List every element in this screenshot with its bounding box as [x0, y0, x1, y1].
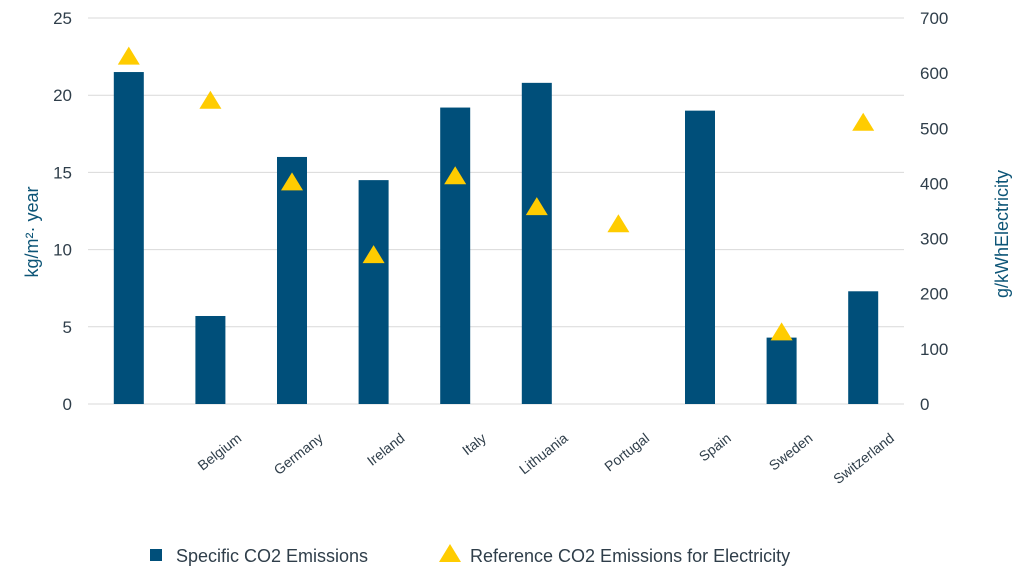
bar [521, 82, 552, 405]
category-label: Sweden [766, 430, 816, 474]
right-axis-title: g/kWhElectricity [992, 170, 1012, 298]
left-tick-label: 5 [63, 318, 72, 337]
category-label: Belgium [195, 430, 245, 474]
legend-bar-swatch [150, 549, 162, 561]
triangle-marker [199, 90, 222, 109]
category-label: Germany [271, 430, 326, 478]
legend-triangle-swatch [439, 544, 461, 562]
bar [440, 107, 471, 404]
legend-triangle-label: Reference CO2 Emissions for Electricity [470, 546, 790, 566]
left-axis-title: kg/m²· year [22, 186, 42, 277]
right-tick-label: 700 [920, 9, 948, 28]
right-tick-label: 100 [920, 340, 948, 359]
marker-series [117, 46, 875, 341]
legend-bar-label: Specific CO2 Emissions [176, 546, 368, 566]
left-axis-ticks: 0 5 10 15 20 25 [53, 9, 72, 414]
bar [358, 180, 389, 404]
category-label: Spain [696, 430, 734, 465]
bar [195, 315, 226, 404]
category-label: Ireland [364, 430, 408, 469]
triangle-marker [444, 166, 467, 185]
left-tick-label: 20 [53, 86, 72, 105]
right-tick-label: 300 [920, 230, 948, 249]
bar [685, 110, 715, 404]
triangle-marker [852, 112, 875, 131]
left-tick-label: 0 [63, 395, 72, 414]
left-tick-label: 25 [53, 9, 72, 28]
triangle-marker [362, 245, 385, 264]
bar [848, 291, 879, 404]
triangle-marker [281, 172, 303, 191]
bar [277, 156, 307, 404]
triangle-marker [117, 46, 140, 65]
right-tick-label: 0 [920, 395, 929, 414]
right-tick-label: 200 [920, 285, 948, 304]
category-label: Lithuania [516, 430, 571, 478]
left-tick-label: 10 [53, 241, 72, 260]
bar [113, 72, 144, 404]
category-label: Italy [459, 430, 489, 458]
right-tick-label: 400 [920, 174, 948, 193]
triangle-marker [525, 197, 548, 216]
category-label: Switzerland [830, 430, 897, 487]
right-tick-label: 500 [920, 119, 948, 138]
triangle-marker [607, 214, 630, 233]
category-label: Portugal [601, 430, 652, 475]
right-tick-label: 600 [920, 64, 948, 83]
triangle-marker [770, 322, 793, 341]
bar-series [113, 72, 879, 405]
legend: Specific CO2 Emissions Reference CO2 Emi… [150, 544, 790, 566]
category-labels: Belgium Germany Ireland Italy Lithuania Portu… [195, 430, 898, 487]
right-axis-ticks: 0 100 200 300 400 500 600 700 [920, 9, 948, 414]
bar [766, 337, 797, 404]
left-tick-label: 15 [53, 163, 72, 182]
